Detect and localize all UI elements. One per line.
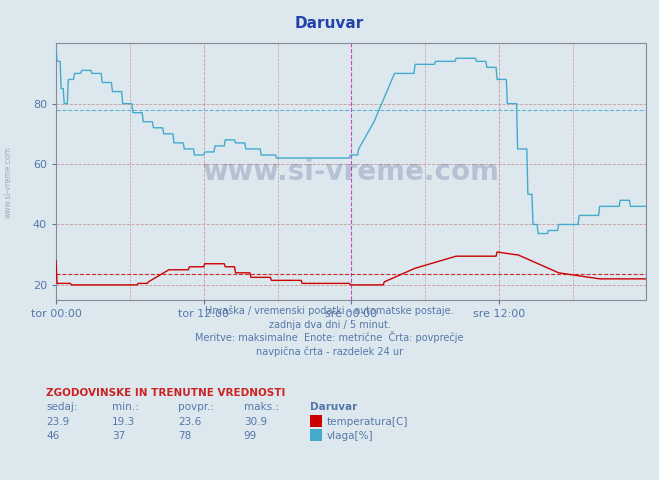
Text: sedaj:: sedaj: <box>46 402 78 412</box>
Text: 19.3: 19.3 <box>112 417 135 427</box>
Text: www.si-vreme.com: www.si-vreme.com <box>3 146 13 218</box>
Text: maks.:: maks.: <box>244 402 279 412</box>
Text: navpična črta - razdelek 24 ur: navpična črta - razdelek 24 ur <box>256 346 403 357</box>
Text: Hrvaška / vremenski podatki - avtomatske postaje.: Hrvaška / vremenski podatki - avtomatske… <box>205 306 454 316</box>
Text: vlaga[%]: vlaga[%] <box>327 431 374 441</box>
Text: zadnja dva dni / 5 minut.: zadnja dva dni / 5 minut. <box>269 320 390 330</box>
Text: 78: 78 <box>178 431 191 441</box>
Text: Daruvar: Daruvar <box>295 15 364 31</box>
Text: 23.6: 23.6 <box>178 417 201 427</box>
Text: 30.9: 30.9 <box>244 417 267 427</box>
Text: min.:: min.: <box>112 402 139 412</box>
Text: www.si-vreme.com: www.si-vreme.com <box>202 157 500 186</box>
Text: 23.9: 23.9 <box>46 417 69 427</box>
Text: 46: 46 <box>46 431 59 441</box>
Text: 99: 99 <box>244 431 257 441</box>
Text: 37: 37 <box>112 431 125 441</box>
Text: temperatura[C]: temperatura[C] <box>327 417 409 427</box>
Text: povpr.:: povpr.: <box>178 402 214 412</box>
Text: ZGODOVINSKE IN TRENUTNE VREDNOSTI: ZGODOVINSKE IN TRENUTNE VREDNOSTI <box>46 388 285 398</box>
Text: Meritve: maksimalne  Enote: metrične  Črta: povprečje: Meritve: maksimalne Enote: metrične Črta… <box>195 331 464 343</box>
Text: Daruvar: Daruvar <box>310 402 357 412</box>
